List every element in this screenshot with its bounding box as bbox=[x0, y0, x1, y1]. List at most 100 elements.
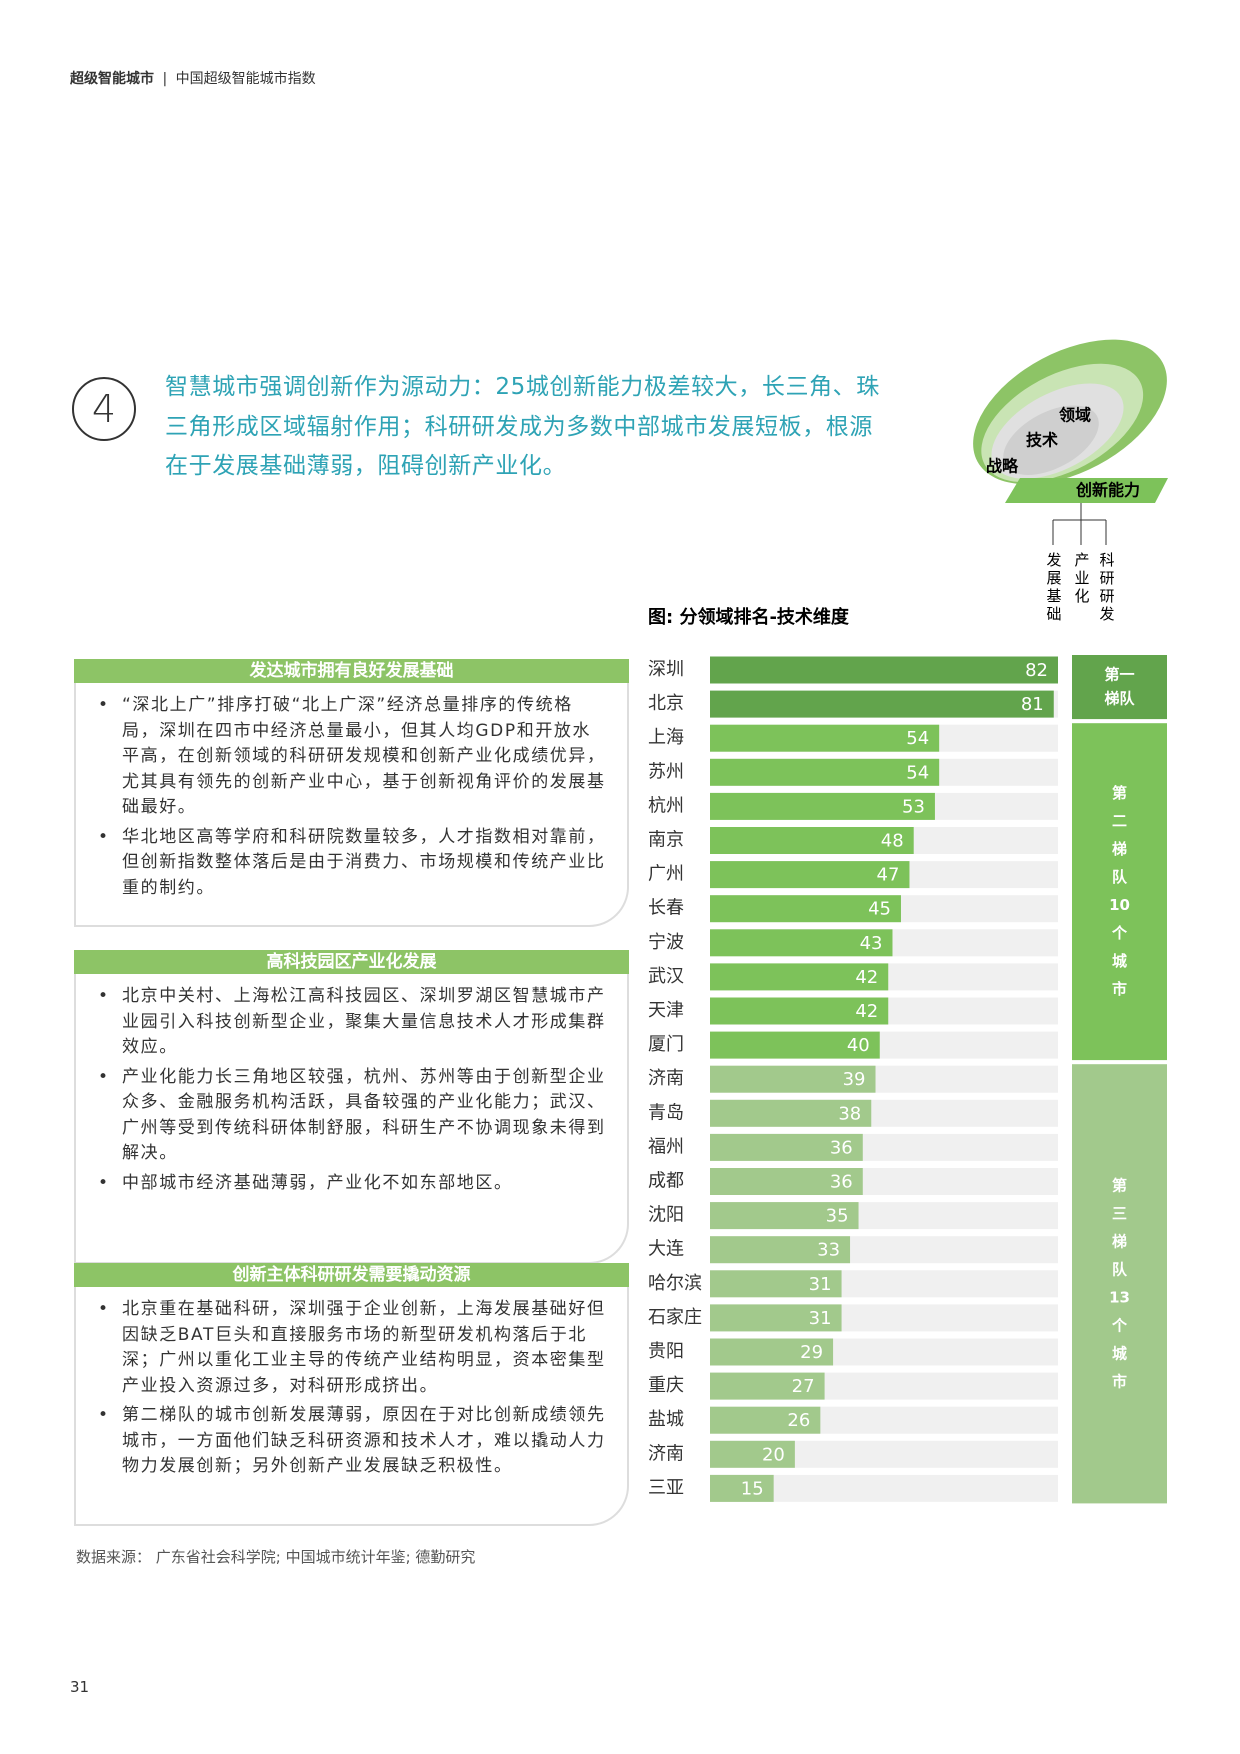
value-label: 45 bbox=[868, 899, 891, 920]
category-label: 福州 bbox=[648, 1136, 684, 1157]
bar bbox=[710, 1031, 880, 1059]
source: 数据来源： 广东省社会科学院; 中国城市统计年鉴; 德勤研究 bbox=[76, 1548, 476, 1566]
category-label: 沈阳 bbox=[648, 1205, 684, 1226]
bar bbox=[710, 895, 901, 923]
ring-inner bbox=[1003, 405, 1099, 475]
bar bbox=[710, 1065, 876, 1093]
bullet: 北京重在基础科研，深圳强于企业创新，上海发展基础好但因缺乏BAT巨头和直接服务市… bbox=[98, 1297, 607, 1399]
bar bbox=[710, 1202, 859, 1230]
bar bbox=[710, 1099, 872, 1127]
bar bbox=[710, 1474, 774, 1502]
category-label: 广州 bbox=[648, 864, 684, 885]
value-label: 38 bbox=[838, 1103, 861, 1124]
tier-label: 队 bbox=[1112, 868, 1128, 886]
category-label: 上海 bbox=[648, 727, 684, 748]
value-label: 54 bbox=[906, 728, 929, 749]
value-label: 47 bbox=[877, 865, 900, 886]
value-label: 48 bbox=[881, 831, 904, 852]
bar bbox=[710, 656, 1058, 684]
value-label: 26 bbox=[787, 1410, 810, 1431]
category-label: 北京 bbox=[648, 693, 684, 714]
value-label: 42 bbox=[855, 1001, 878, 1022]
value-label: 40 bbox=[847, 1035, 870, 1056]
category-label: 成都 bbox=[648, 1171, 684, 1192]
value-label: 82 bbox=[1025, 660, 1048, 681]
diagram: 领域 技术 战略 创新能力 发展基础 产业化 科研研发 bbox=[973, 339, 1168, 624]
branch-label: 产业化 bbox=[1073, 552, 1091, 606]
bar bbox=[710, 1270, 842, 1298]
bullet: “深北上广”排序打破“北上广深”经济总量排序的传统格局，深圳在四市中经济总量最小… bbox=[98, 693, 607, 821]
tier-label: 个 bbox=[1111, 1316, 1128, 1334]
tier-label: 城 bbox=[1112, 952, 1127, 970]
category-label: 石家庄 bbox=[648, 1307, 702, 1328]
bar bbox=[710, 690, 1054, 718]
bar bbox=[710, 758, 940, 786]
category-label: 重庆 bbox=[648, 1375, 684, 1396]
tier-label: 城 bbox=[1112, 1344, 1127, 1362]
tier-label: 梯 bbox=[1112, 1232, 1127, 1250]
tier-label: 梯队 bbox=[1104, 690, 1135, 708]
value-label: 39 bbox=[843, 1069, 866, 1090]
running-header: 超级智能城市 | 中国超级智能城市指数 bbox=[70, 68, 316, 88]
tier-label: 个 bbox=[1111, 924, 1128, 942]
tier-label: 第一 bbox=[1104, 666, 1134, 684]
category-label: 厦门 bbox=[648, 1034, 684, 1055]
ring-label: 战略 bbox=[986, 457, 1019, 476]
tier-label: 梯 bbox=[1112, 840, 1127, 858]
value-label: 42 bbox=[855, 967, 878, 988]
category-label: 哈尔滨 bbox=[648, 1273, 702, 1294]
category-label: 三亚 bbox=[648, 1477, 684, 1498]
band-label: 创新能力 bbox=[1075, 481, 1140, 500]
category-label: 深圳 bbox=[648, 659, 684, 680]
bar bbox=[710, 1168, 863, 1195]
category-label: 盐城 bbox=[648, 1409, 684, 1430]
ring-label: 领域 bbox=[1059, 406, 1091, 425]
tier-label: 10 bbox=[1109, 896, 1130, 914]
value-label: 20 bbox=[762, 1444, 785, 1465]
category-label: 青岛 bbox=[648, 1102, 684, 1123]
tier-box bbox=[1072, 655, 1167, 720]
value-label: 36 bbox=[830, 1137, 853, 1158]
chart-title: 图: 分领域排名-技术维度 bbox=[648, 606, 850, 628]
bar bbox=[710, 1236, 851, 1264]
bar bbox=[710, 861, 910, 889]
bullet: 第二梯队的城市创新发展薄弱，原因在于对比创新成绩领先城市，一方面他们缺乏科研资源… bbox=[98, 1403, 607, 1480]
section-box: 北京中关村、上海松江高科技园区、深圳罗湖区智慧城市产业园引入科技创新型企业，聚集… bbox=[74, 974, 629, 1264]
tier-box bbox=[1072, 1064, 1167, 1504]
category-label: 宁波 bbox=[648, 932, 684, 953]
bar bbox=[710, 724, 940, 752]
bullet: 华北地区高等学府和科研院数量较多，人才指数相对靠前，但创新指数整体落后是由于消费… bbox=[98, 825, 607, 902]
value-label: 54 bbox=[906, 762, 929, 783]
category-label: 贵阳 bbox=[648, 1341, 684, 1362]
bar bbox=[710, 1338, 834, 1366]
section-box: “深北上广”排序打破“北上广深”经济总量排序的传统格局，深圳在四市中经济总量最小… bbox=[74, 683, 629, 927]
branch-label: 发展基础 bbox=[1045, 552, 1063, 624]
bar bbox=[710, 997, 889, 1025]
branch-label: 科研研发 bbox=[1098, 552, 1116, 624]
section-title: 发达城市拥有良好发展基础 bbox=[74, 659, 629, 683]
tier-label: 队 bbox=[1112, 1260, 1128, 1278]
header-separator: | bbox=[162, 71, 168, 87]
value-label: 31 bbox=[809, 1274, 832, 1295]
bar bbox=[710, 963, 889, 991]
value-label: 35 bbox=[826, 1206, 849, 1227]
category-label: 济南 bbox=[648, 1443, 684, 1464]
tier-label: 第 bbox=[1112, 1176, 1127, 1194]
band bbox=[1005, 478, 1168, 503]
category-label: 长春 bbox=[648, 898, 684, 919]
bullet: 产业化能力长三角地区较强，杭州、苏州等由于创新型企业众多、金融服务机构活跃，具备… bbox=[98, 1065, 607, 1167]
section-title: 创新主体科研研发需要撬动资源 bbox=[74, 1263, 629, 1287]
value-label: 53 bbox=[902, 796, 925, 817]
bullet: 北京中关村、上海松江高科技园区、深圳罗湖区智慧城市产业园引入科技创新型企业，聚集… bbox=[98, 984, 607, 1061]
tree bbox=[1052, 503, 1107, 545]
category-label: 杭州 bbox=[648, 795, 684, 816]
section-box: 北京重在基础科研，深圳强于企业创新，上海发展基础好但因缺乏BAT巨头和直接服务市… bbox=[74, 1287, 629, 1526]
tier-label: 市 bbox=[1112, 980, 1127, 998]
bar bbox=[710, 929, 893, 957]
ring-label: 技术 bbox=[1026, 431, 1058, 450]
category-label: 苏州 bbox=[648, 761, 684, 782]
bar bbox=[710, 1406, 821, 1434]
value-label: 27 bbox=[792, 1376, 815, 1397]
